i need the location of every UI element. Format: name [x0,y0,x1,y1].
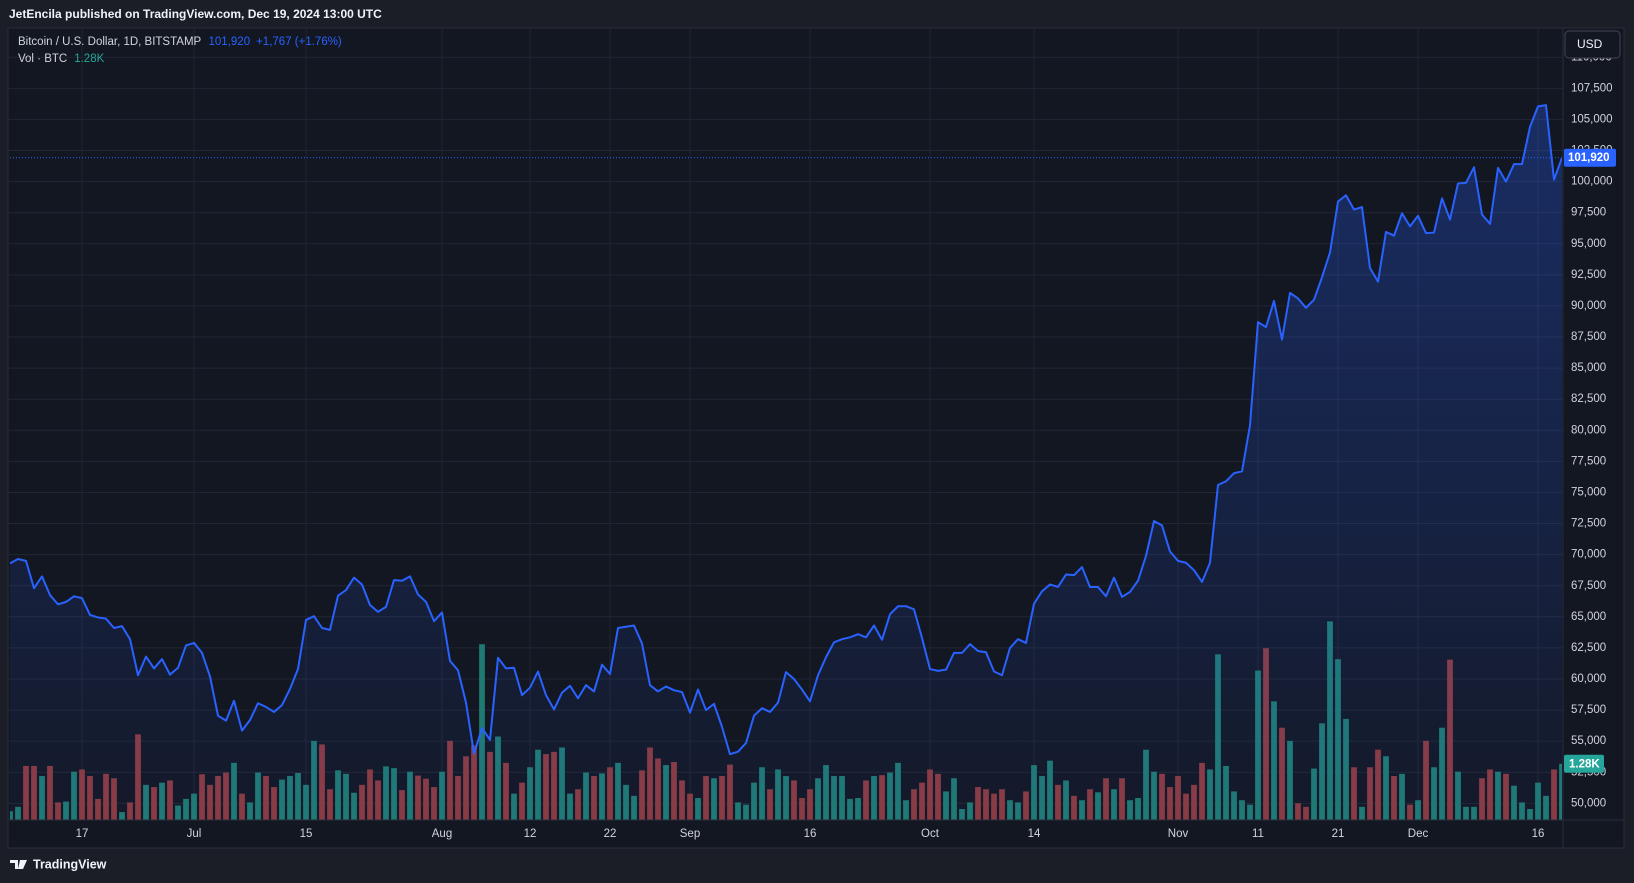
x-tick-label: 11 [1252,828,1264,840]
y-tick-label: 60,000 [1571,673,1606,685]
y-tick-label: 67,500 [1571,580,1606,592]
y-tick-label: 50,000 [1571,797,1606,809]
y-tick-label: 77,500 [1571,455,1606,467]
x-tick-label: Jul [187,828,202,840]
brand-name: TradingView [33,857,107,871]
price-area [10,105,1562,820]
y-tick-label: 62,500 [1571,642,1606,654]
axis-layer: 50,00052,50055,00057,50060,00062,50065,0… [76,51,1616,840]
x-tick-label: Aug [432,828,452,840]
x-tick-label: Nov [1168,828,1189,840]
y-tick-label: 87,500 [1571,331,1606,343]
y-tick-label: 80,000 [1571,424,1606,436]
y-tick-label: 85,000 [1571,362,1606,374]
price-layer [10,104,1562,820]
y-tick-label: 72,500 [1571,518,1606,530]
x-tick-label: 22 [604,828,617,840]
y-tick-label: 90,000 [1571,300,1606,312]
y-tick-label: 95,000 [1571,238,1606,250]
price-change: +1,767 (+1.76%) [256,36,342,48]
y-tick-label: 75,000 [1571,486,1606,498]
y-tick-label: 57,500 [1571,704,1606,716]
y-tick-label: 107,500 [1571,82,1613,94]
y-tick-label: 100,000 [1571,176,1613,188]
x-tick-label: Oct [921,828,940,840]
brand-logo [10,860,27,869]
price-line [10,104,1562,756]
last-volume-badge [1564,754,1604,773]
x-tick-label: 21 [1332,828,1345,840]
x-tick-label: 16 [804,828,817,840]
x-tick-label: 17 [76,828,89,840]
x-tick-label: Dec [1408,828,1429,840]
volume-last: 1.28K [74,53,104,65]
x-tick-label: 14 [1028,828,1041,840]
logo-mark [10,860,27,869]
volume-title: Vol · BTC [18,53,67,65]
y-tick-label: 65,000 [1571,611,1606,623]
x-tick-label: Sep [680,828,700,840]
currency-button[interactable]: USD [1564,30,1621,59]
x-tick-label: 12 [524,828,537,840]
y-tick-label: 55,000 [1571,735,1606,747]
last-price: 101,920 [209,36,251,48]
y-tick-label: 82,500 [1571,393,1606,405]
published-note: JetEncila published on TradingView.com, … [9,7,382,21]
last-price-badge [1564,148,1616,167]
last-volume-label: 1.28K [1569,758,1600,770]
y-tick-label: 92,500 [1571,269,1606,281]
x-tick-label: 16 [1532,828,1545,840]
y-tick-label: 105,000 [1571,113,1613,125]
symbol-title: Bitcoin / U.S. Dollar, 1D, BITSTAMP [18,36,202,48]
y-tick-label: 97,500 [1571,207,1606,219]
last-price-label: 101,920 [1568,152,1610,164]
x-tick-label: 15 [300,828,313,840]
currency-button-box[interactable] [1564,30,1621,59]
currency-label[interactable]: USD [1577,37,1603,51]
y-tick-label: 70,000 [1571,549,1606,561]
